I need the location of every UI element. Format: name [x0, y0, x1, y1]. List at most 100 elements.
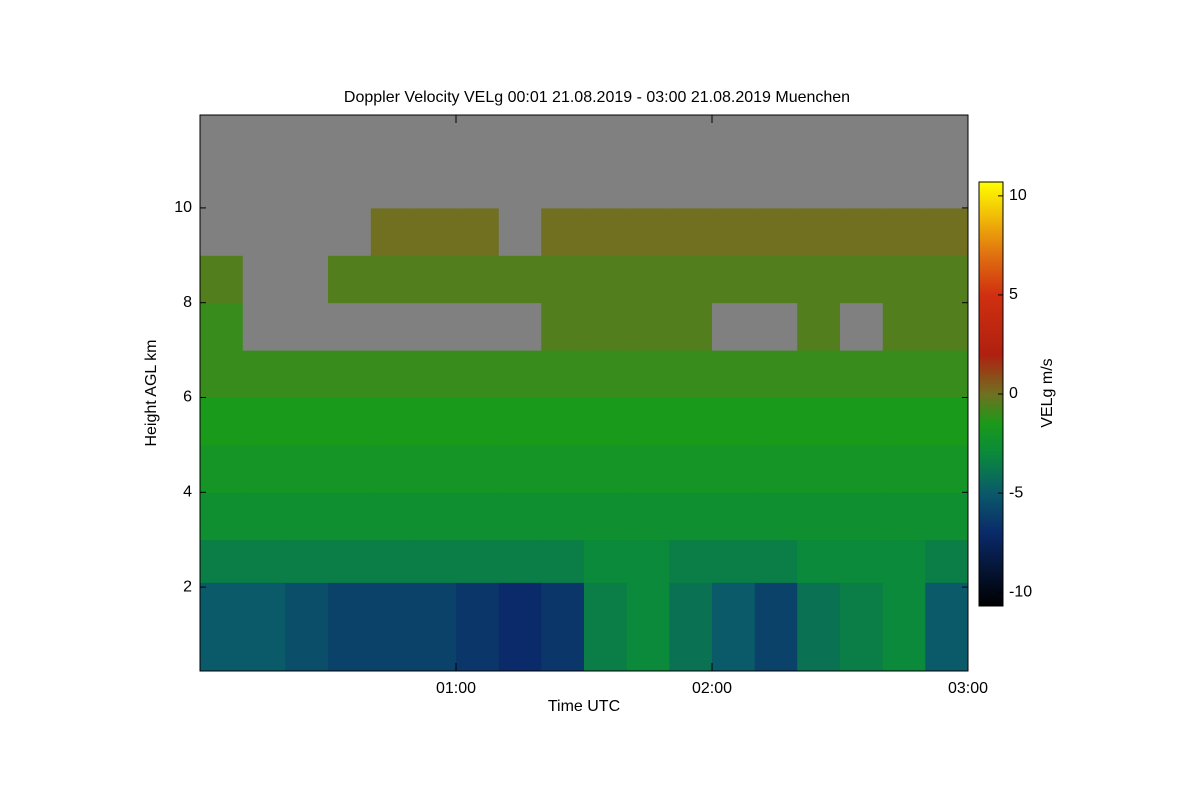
heatmap-cell [925, 302, 969, 351]
colorbar-tick-label: 5 [1009, 286, 1018, 303]
heatmap-cell [626, 350, 670, 399]
heatmap-cell [882, 207, 926, 256]
colorbar-tick-label: 10 [1009, 187, 1027, 204]
heatmap-cell [712, 397, 756, 446]
heatmap-cell [328, 397, 372, 446]
heatmap-cell [797, 255, 841, 304]
heatmap-cell [626, 582, 670, 672]
heatmap-cell [712, 582, 756, 672]
heatmap-cell [797, 207, 841, 256]
heatmap-cell [413, 539, 457, 583]
heatmap-cell [669, 302, 713, 351]
heatmap-cell [200, 302, 244, 351]
y-axis-label: Height AGL km [143, 339, 160, 446]
heatmap-cell [712, 207, 756, 256]
heatmap-cell [541, 397, 585, 446]
x-tick-label: 03:00 [948, 680, 988, 697]
heatmap-cell [541, 492, 585, 541]
heatmap-cell [370, 582, 414, 672]
heatmap-cell [498, 539, 542, 583]
heatmap-cell [840, 115, 884, 209]
heatmap-cell [328, 582, 372, 672]
heatmap-cell [797, 115, 841, 209]
heatmap-cell [413, 492, 457, 541]
heatmap-cell [413, 444, 457, 493]
heatmap-cell [712, 115, 756, 209]
heatmap-cell [328, 539, 372, 583]
colorbar-tick-label: -10 [1009, 583, 1032, 600]
heatmap-cell [413, 350, 457, 399]
heatmap-cell [285, 397, 329, 446]
heatmap-cell [328, 255, 372, 304]
heatmap-cell [242, 492, 286, 541]
heatmap-cell [925, 397, 969, 446]
heatmap-cell [669, 115, 713, 209]
heatmap-cell [840, 255, 884, 304]
colorbar-tick-label: 0 [1009, 385, 1018, 402]
colorbar-label: VELg m/s [1039, 358, 1056, 427]
heatmap-cell [712, 492, 756, 541]
heatmap-cell [285, 582, 329, 672]
y-tick-label: 8 [183, 294, 192, 311]
heatmap-cell [797, 397, 841, 446]
heatmap-cell [882, 302, 926, 351]
heatmap-cell [882, 115, 926, 209]
heatmap-cell [882, 539, 926, 583]
heatmap-cell [370, 302, 414, 351]
plot-frame [199, 114, 969, 672]
heatmap-cell [797, 302, 841, 351]
heatmap-cell [626, 302, 670, 351]
heatmap-cell [370, 444, 414, 493]
heatmap-cell [882, 582, 926, 672]
heatmap-cell [840, 492, 884, 541]
heatmap-cell [584, 115, 628, 209]
heatmap-cell [498, 492, 542, 541]
heatmap-cell [541, 539, 585, 583]
heatmap-cell [370, 539, 414, 583]
heatmap-cell [242, 350, 286, 399]
heatmap-cell [200, 207, 244, 256]
heatmap-cell [840, 207, 884, 256]
heatmap-cell [712, 255, 756, 304]
heatmap-cell [498, 444, 542, 493]
heatmap-cell [882, 397, 926, 446]
heatmap-cell [370, 115, 414, 209]
heatmap-cell [413, 397, 457, 446]
heatmap-cell [754, 207, 798, 256]
heatmap-cell [498, 207, 542, 256]
y-tick-label: 10 [174, 199, 192, 216]
heatmap-cell [925, 350, 969, 399]
heatmap-cell [200, 397, 244, 446]
heatmap-cell [882, 492, 926, 541]
heatmap-cell [840, 397, 884, 446]
x-tick-label: 01:00 [436, 680, 476, 697]
heatmap-cell [370, 207, 414, 256]
heatmap-cell [370, 255, 414, 304]
heatmap-cell [242, 397, 286, 446]
heatmap-cell [285, 115, 329, 209]
heatmap-cell [754, 397, 798, 446]
heatmap-cell [925, 444, 969, 493]
heatmap-cell [754, 539, 798, 583]
y-tick-label: 6 [183, 389, 192, 406]
heatmap-cell [200, 444, 244, 493]
heatmap-cell [712, 302, 756, 351]
heatmap-cell [541, 302, 585, 351]
heatmap-cell [370, 350, 414, 399]
heatmap-cell [584, 302, 628, 351]
heatmap-cell [669, 582, 713, 672]
heatmap-cell [498, 302, 542, 351]
heatmap-cell [541, 115, 585, 209]
heatmap-cell [754, 350, 798, 399]
heatmap-cell [797, 444, 841, 493]
x-tick-label: 02:00 [692, 680, 732, 697]
heatmap-cell [797, 492, 841, 541]
heatmap-cell [242, 444, 286, 493]
heatmap-cell [925, 207, 969, 256]
heatmap-cell [328, 350, 372, 399]
heatmap-cell [328, 302, 372, 351]
heatmap-cell [754, 255, 798, 304]
heatmap-cell [840, 539, 884, 583]
heatmap-cell [626, 539, 670, 583]
heatmap-cell [712, 350, 756, 399]
